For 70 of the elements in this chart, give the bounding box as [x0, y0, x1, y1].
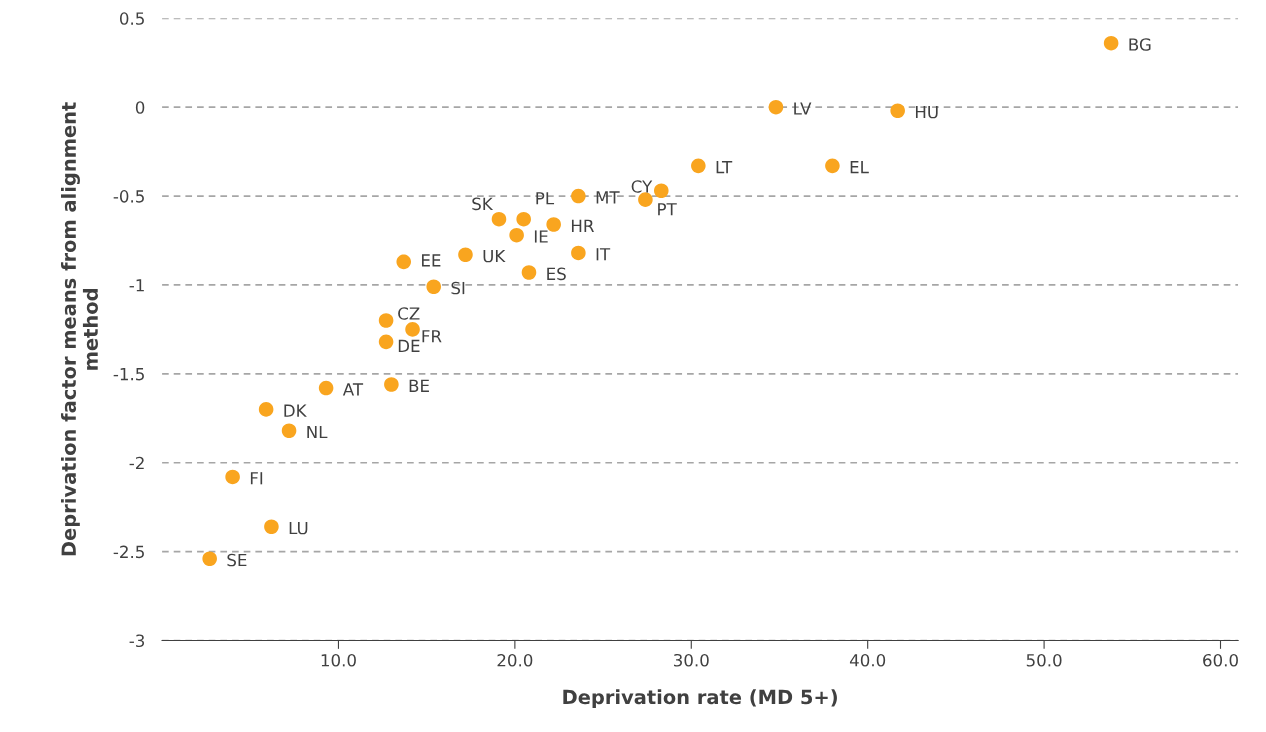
point	[825, 158, 840, 174]
point	[521, 265, 537, 280]
point	[638, 192, 653, 207]
point	[491, 211, 507, 227]
y-tick-label: -0.5	[113, 190, 144, 203]
point	[225, 469, 240, 485]
annotation: AT	[342, 383, 364, 396]
point	[405, 322, 420, 337]
point	[768, 99, 784, 115]
point	[258, 402, 274, 417]
point	[318, 380, 334, 396]
annotation: LU	[289, 521, 308, 535]
x-axis-title: Deprivation rate (MD 5+)	[563, 689, 837, 709]
annotation: NL	[307, 425, 328, 439]
annotation: UK	[483, 249, 506, 263]
y-tick-label: -1.5	[113, 368, 144, 381]
point	[378, 313, 394, 328]
annotation: CY	[631, 180, 653, 193]
point	[516, 211, 531, 227]
x-tick-label: 30.0	[673, 653, 709, 667]
annotation: PT	[658, 203, 677, 216]
y-tick-label: -2.5	[113, 545, 144, 559]
y-tick-label: 0.5	[119, 12, 144, 25]
annotation: FI	[250, 472, 263, 485]
y-tick-label: 0	[135, 101, 145, 114]
annotation: EE	[422, 254, 441, 267]
annotation: LT	[716, 161, 733, 174]
annotation: FR	[422, 330, 442, 343]
y-tick-label: -2	[129, 456, 144, 470]
x-tick-label: 50.0	[1026, 653, 1062, 667]
annotation: MT	[596, 191, 620, 204]
x-tick-label: 60.0	[1203, 653, 1238, 667]
annotation: DK	[284, 404, 307, 417]
point	[546, 217, 561, 232]
annotation: DE	[398, 339, 420, 352]
annotation: LV	[794, 102, 812, 115]
annotation: BG	[1129, 38, 1151, 51]
point	[281, 423, 297, 439]
annotation: BE	[409, 379, 429, 392]
point	[654, 183, 669, 199]
annotation: ES	[547, 267, 566, 281]
point	[691, 158, 706, 174]
y-axis-title: Deprivation factor means from alignment method	[61, 102, 98, 556]
annotation: PL	[536, 192, 555, 205]
point	[202, 551, 217, 567]
annotation: SK	[472, 197, 494, 211]
point	[384, 377, 399, 392]
point	[396, 254, 412, 270]
point	[571, 188, 586, 204]
annotation: HU	[915, 105, 938, 119]
annotation: EL	[850, 161, 869, 174]
annotation: IE	[534, 230, 548, 243]
point	[426, 279, 441, 295]
annotation: HR	[571, 219, 594, 232]
annotation: CZ	[398, 307, 420, 320]
x-tick-label: 10.0	[321, 653, 356, 667]
point	[509, 227, 524, 243]
point	[458, 247, 473, 263]
y-tick-label: -1	[129, 279, 144, 292]
point	[890, 103, 905, 119]
annotation: SI	[451, 281, 465, 295]
y-tick-label: -3	[129, 634, 145, 648]
annotation: SE	[227, 553, 247, 567]
point	[1103, 35, 1119, 51]
point	[264, 519, 279, 535]
point	[571, 245, 586, 261]
x-tick-label: 40.0	[849, 653, 886, 667]
point	[378, 334, 394, 350]
annotation: IT	[596, 248, 611, 261]
x-tick-label: 20.0	[497, 653, 533, 667]
